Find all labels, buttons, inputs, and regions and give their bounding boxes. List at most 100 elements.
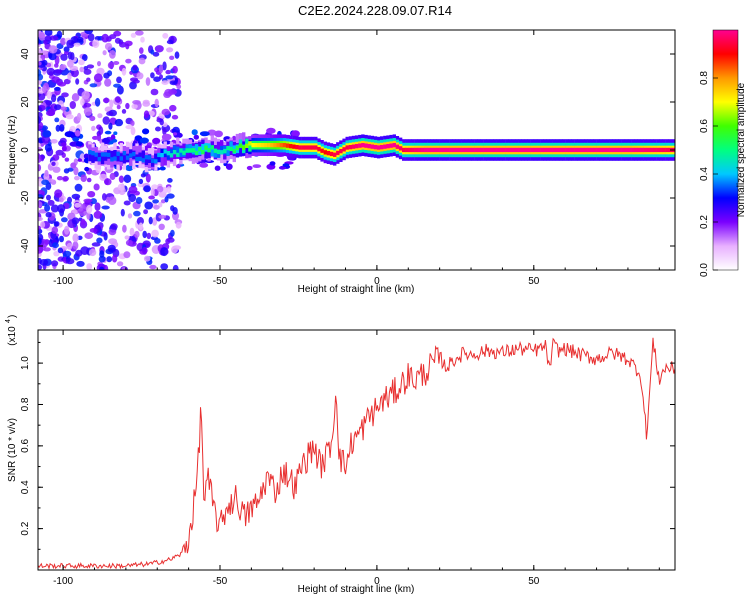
spectrogram-noise-blob [246, 165, 253, 171]
spectrogram-ridge-cell [496, 147, 500, 153]
spectrogram-ridge-cell [138, 156, 142, 162]
spectrogram-noise-blob [42, 85, 47, 93]
spectrogram-ridge-cell [122, 151, 127, 156]
spectrogram-noise-blob [112, 138, 118, 143]
spectrogram-ridge-cell [122, 154, 127, 164]
spectrogram-noise-blob [108, 228, 117, 236]
spectrogram-ridge-cell [285, 143, 290, 148]
spectrogram-noise-blob [162, 127, 167, 136]
spectrogram-noise-blob [38, 244, 44, 254]
spectrogram-noise-blob [132, 64, 138, 71]
spectrogram-noise-blob [56, 176, 64, 181]
spectrogram-ridge-cell [263, 143, 268, 148]
spectrogram-ridge-cell [207, 143, 211, 152]
spectrogram-noise-blob [76, 112, 82, 122]
spectrogram-noise-blob [111, 254, 118, 263]
spectrogram-noise-blob [138, 222, 144, 231]
spectrogram-noise-blob [155, 126, 161, 132]
spectrogram-noise-blob [136, 217, 144, 226]
spectrogram-noise-blob [252, 164, 262, 169]
spectrogram-noise-blob [38, 106, 43, 111]
spectrogram-noise-blob [96, 237, 103, 244]
spectrogram-ridge-cell [157, 153, 161, 163]
spectrogram-noise-blob [53, 251, 60, 257]
spectrogram-noise-blob [110, 223, 118, 230]
spectrogram-noise-blob [69, 101, 77, 109]
spectrogram-noise-blob [175, 221, 182, 229]
spectrogram-ridge-cell [662, 147, 666, 153]
spectrogram-noise-blob [108, 122, 113, 130]
spectrogram-ridge-cell [166, 151, 171, 160]
spectrogram-noise-blob [106, 256, 113, 263]
spectrogram-ridge-cell [533, 147, 538, 153]
spectrogram-ridge-cell [442, 147, 447, 153]
spectrogram-noise-blob [154, 45, 164, 53]
spectrogram-noise-blob [98, 255, 106, 263]
spectrogram-noise-blob [109, 50, 116, 59]
spectrogram-noise-blob [143, 110, 150, 119]
spectrogram-ridge-cell [540, 147, 544, 153]
spectrogram-noise-blob [84, 232, 93, 239]
spectrogram-noise-blob [128, 193, 137, 203]
spectrogram-ridge-cell [376, 145, 381, 150]
spectrogram-ridge-cell [144, 155, 149, 160]
spectrogram-noise-blob [38, 237, 42, 246]
spectrogram-noise-blob [41, 59, 48, 66]
spectrogram-ridge-cell [198, 147, 202, 152]
snr-y-label: SNR (10 * v/v) [7, 418, 18, 482]
spectrogram-ridge-cell [166, 151, 171, 156]
spectrogram-ridge-cell [339, 149, 343, 154]
spectrogram-noise-blob [171, 245, 178, 254]
spectrogram-noise-blob [83, 198, 93, 203]
spectrogram-noise-blob [65, 114, 74, 120]
spectrogram-noise-blob [54, 63, 59, 68]
spectrogram-noise-blob [61, 92, 69, 98]
spectrogram-noise-blob [88, 248, 97, 257]
spectrogram-ridge-cell [141, 150, 145, 160]
spectrogram-ridge-cell [580, 147, 585, 153]
spectrogram-noise-blob [116, 104, 121, 110]
spectrogram-noise-blob [50, 204, 59, 213]
spectrogram-ridge-cell [358, 143, 362, 148]
spectrogram-noise-blob [165, 238, 171, 245]
spectrogram-ridge-cell [132, 151, 136, 157]
spectrogram-noise-blob [40, 221, 46, 229]
spectrogram-ridge-cell [398, 146, 403, 151]
spectrogram-ridge-cell [188, 148, 192, 153]
spectrogram-marks [38, 30, 678, 270]
spectrogram-ridge-cell [301, 145, 305, 150]
spectrogram-ridge-cell [483, 147, 487, 153]
spectrogram-ridge-cell [675, 143, 678, 157]
spectrogram-ridge-cell [558, 147, 563, 153]
spectrogram-ridge-cell [464, 147, 469, 153]
spectrogram-ridge-cell [163, 151, 167, 166]
spectrogram-ridge-cell [584, 147, 588, 153]
colorbar-gradient [712, 29, 739, 271]
spectrogram-ridge-cell [640, 147, 644, 153]
spectrogram-noise-blob [269, 161, 276, 166]
spectrogram-noise-blob [73, 42, 81, 47]
spectrogram-ridge-cell [91, 154, 95, 163]
spectrogram-ridge-cell [458, 147, 462, 153]
spectrogram-noise-blob [176, 84, 182, 90]
spectrogram-ridge-cell [276, 143, 280, 148]
spectrogram-ridge-cell [511, 147, 516, 153]
spectrogram-noise-blob [121, 67, 127, 76]
spectrogram-ridge-cell [477, 147, 481, 153]
spectrogram-ridge-cell [508, 147, 513, 153]
spectrogram-noise-blob [59, 64, 66, 71]
spectrogram-noise-blob [162, 61, 167, 71]
spectrogram-noise-blob [161, 133, 172, 141]
spectrogram-noise-blob [143, 185, 151, 193]
snr-frame [37, 329, 676, 571]
spectrogram-noise-blob [112, 61, 120, 65]
spectrogram-noise-blob [51, 226, 59, 234]
spectrogram-noise-blob [116, 76, 122, 84]
spectrogram-noise-blob [46, 110, 55, 117]
spectrogram-noise-blob [46, 90, 52, 100]
spectrogram-ridge-cell [618, 147, 622, 153]
spectrogram-noise-blob [125, 164, 134, 172]
spectrogram-ridge-cell [593, 147, 597, 153]
spectrogram-noise-blob [57, 204, 66, 213]
spectrogram-noise-blob [150, 88, 159, 96]
